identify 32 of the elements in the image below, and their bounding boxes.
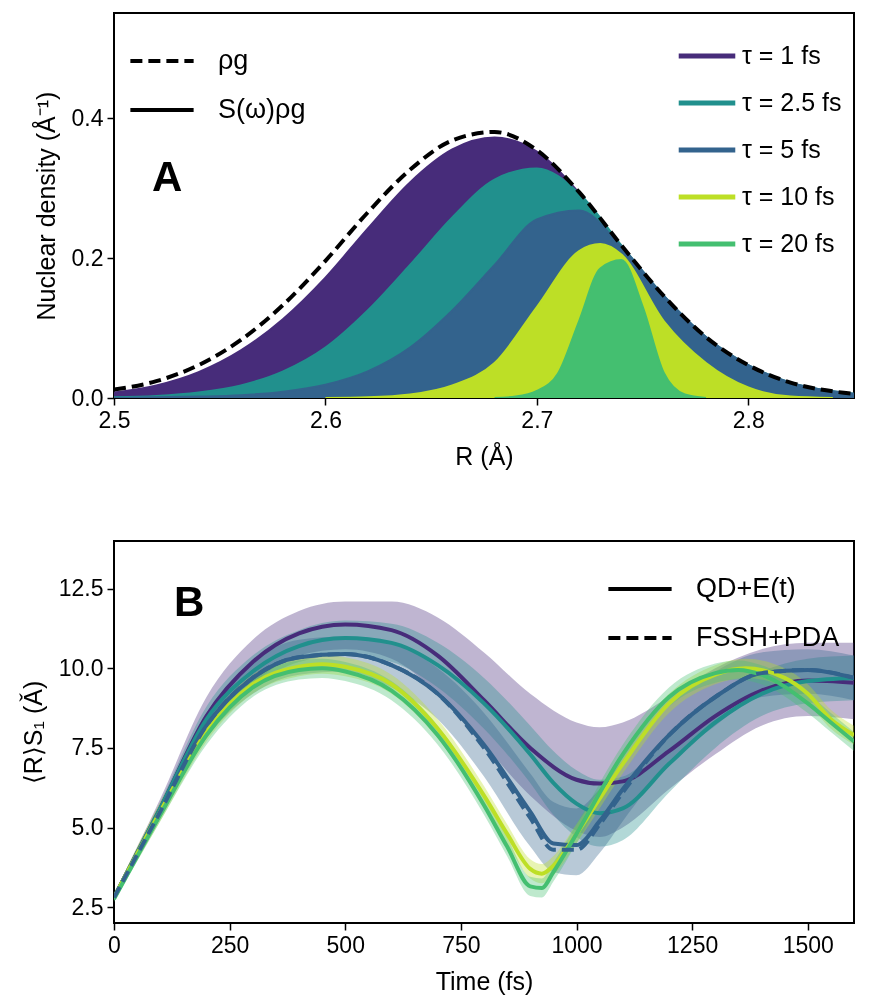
annotation: S(ω)ρg	[218, 94, 306, 124]
y-tick-label: 5.0	[71, 814, 104, 840]
x-tick-label: 1250	[667, 931, 719, 958]
annotation: ρg	[218, 45, 249, 75]
annotation: FSSH+PDA	[696, 622, 840, 652]
legend-label: τ = 10 fs	[742, 182, 835, 210]
x-tick-label: 1000	[551, 931, 603, 958]
x-tick-label: 750	[442, 931, 481, 958]
y-tick-label: 7.5	[71, 734, 104, 761]
x-tick-label: 2.8	[732, 406, 765, 433]
y-tick-label: 0.4	[71, 104, 104, 131]
legend-label: τ = 20 fs	[742, 229, 835, 257]
y-tick-label: 12.5	[58, 575, 104, 602]
annotation: QD+E(t)	[696, 573, 796, 603]
annotation: B	[174, 578, 205, 625]
x-tick-label: 2.7	[521, 406, 554, 433]
legend-label: τ = 1 fs	[742, 41, 821, 69]
x-tick-label: 2.6	[309, 406, 342, 433]
y-axis-title: Nuclear density (Å⁻¹)	[30, 91, 60, 321]
annotation: A	[152, 153, 183, 200]
legend-label: τ = 2.5 fs	[742, 88, 842, 116]
y-axis-title: ⟨R⟩S₁ (Ǎ)	[18, 680, 47, 785]
x-tick-label: 1500	[782, 931, 834, 958]
y-tick-label: 10.0	[58, 654, 104, 681]
legend-label: τ = 5 fs	[742, 135, 821, 163]
y-tick-label: 2.5	[71, 893, 104, 920]
x-tick-label: 0	[108, 931, 121, 958]
x-axis-title: R (Å)	[455, 440, 514, 470]
x-axis-title: Time (fs)	[435, 966, 534, 995]
y-tick-label: 0.2	[71, 244, 104, 271]
x-tick-label: 250	[210, 931, 250, 958]
x-tick-label: 500	[326, 931, 365, 958]
